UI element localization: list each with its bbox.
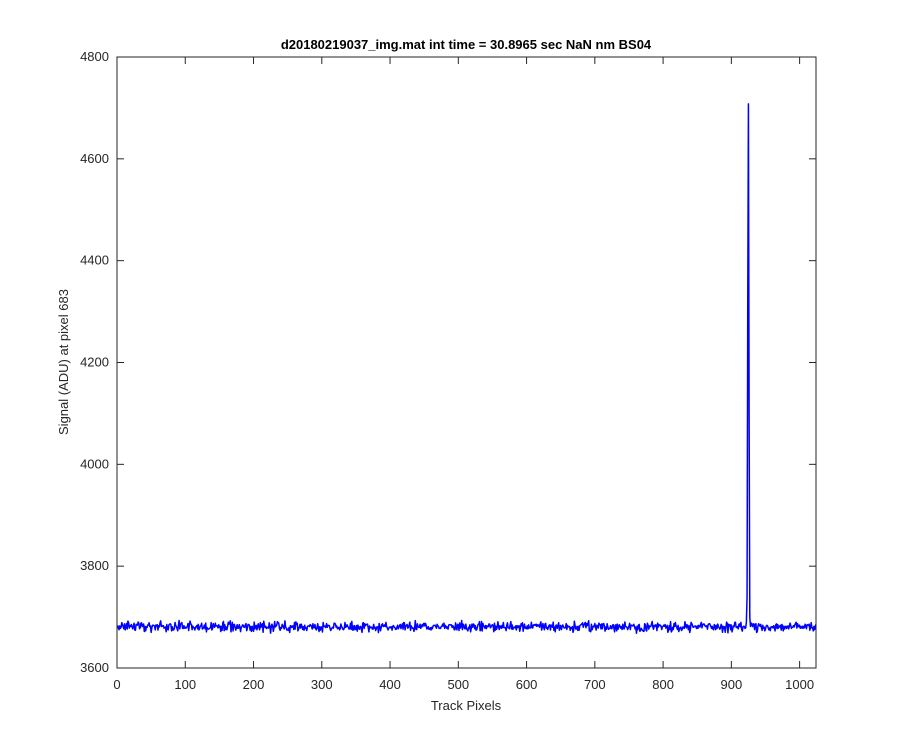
- x-tick-label: 900: [721, 677, 743, 692]
- y-axis-label: Signal (ADU) at pixel 683: [56, 289, 71, 435]
- x-tick-label: 500: [447, 677, 469, 692]
- y-tick-label: 4600: [80, 151, 109, 166]
- y-tick-label: 3600: [80, 660, 109, 675]
- x-tick-label: 600: [516, 677, 538, 692]
- x-tick-label: 100: [174, 677, 196, 692]
- x-tick-label: 1000: [785, 677, 814, 692]
- x-axis-label: Track Pixels: [431, 698, 502, 713]
- chart-title: d20180219037_img.mat int time = 30.8965 …: [281, 37, 652, 52]
- y-tick-label: 4400: [80, 253, 109, 268]
- y-tick-label: 4000: [80, 456, 109, 471]
- series-line: [116, 103, 817, 634]
- x-tick-label: 200: [243, 677, 265, 692]
- y-tick-label: 3800: [80, 558, 109, 573]
- plot-area: [117, 57, 816, 668]
- x-tick-label: 800: [652, 677, 674, 692]
- x-tick-label: 700: [584, 677, 606, 692]
- x-tick-label: 300: [311, 677, 333, 692]
- x-tick-label: 0: [113, 677, 120, 692]
- x-tick-label: 400: [379, 677, 401, 692]
- y-tick-label: 4200: [80, 355, 109, 370]
- ticks-layer: 0 100 200 300 400 500 600 700 800 900 1000 3600 3800…: [80, 49, 816, 692]
- y-tick-label: 4800: [80, 49, 109, 64]
- series-layer: [116, 103, 817, 634]
